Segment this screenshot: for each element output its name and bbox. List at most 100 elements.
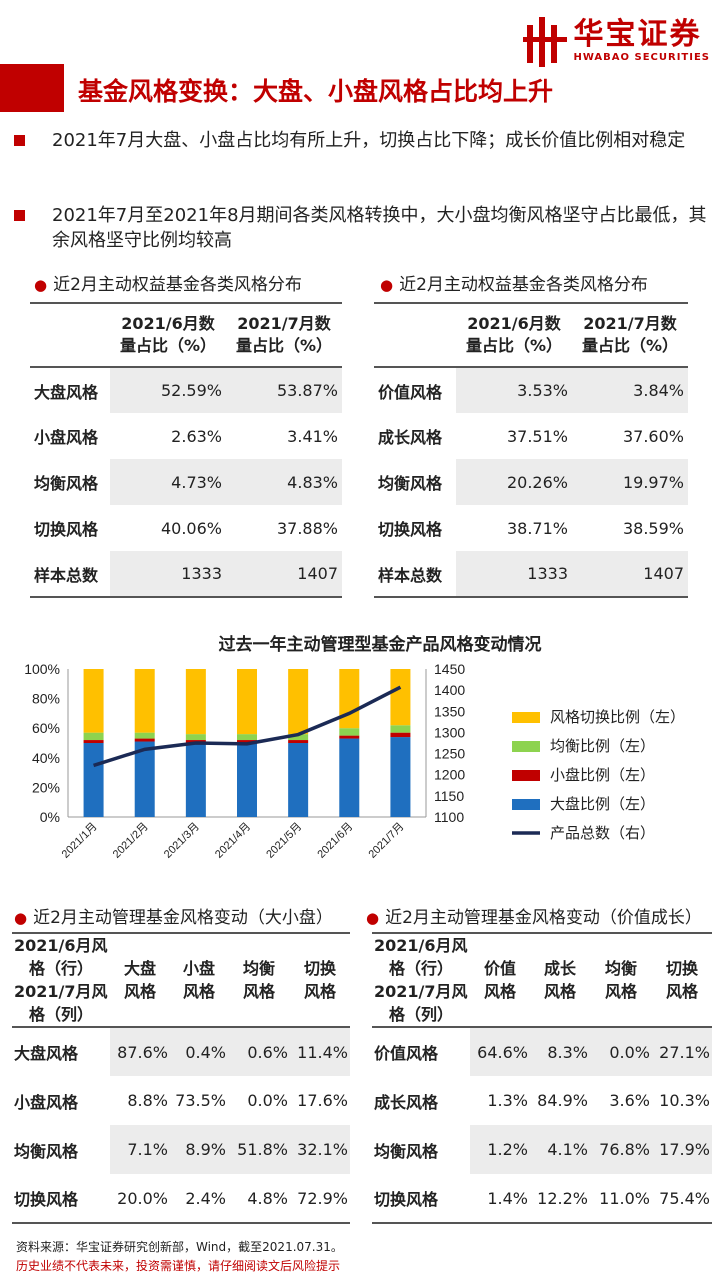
bar-segment xyxy=(288,669,309,735)
bar-segment xyxy=(390,669,411,726)
y-left-tick-label: 80% xyxy=(32,691,60,707)
source-note: 资料来源：华宝证券研究创新部，Wind，截至2021.07.31。 xyxy=(16,1240,343,1254)
legend-swatch xyxy=(512,770,540,781)
table-row: 小盘风格 2.63% 3.41% xyxy=(34,426,338,448)
bar-segment xyxy=(237,743,257,817)
y-right-tick-label: 1300 xyxy=(434,724,465,740)
style-change-chart: 0% 20% 40% 60% 80% 100% 1100 1150 1200 1250 1300 13… xyxy=(24,661,685,861)
bullet-square-icon xyxy=(14,210,25,221)
col-header: 均衡 风格 xyxy=(228,932,290,1028)
bar-segment xyxy=(185,669,206,735)
x-tick-label: 2021/7月 xyxy=(366,821,406,861)
bullet-dot-icon: ● xyxy=(366,909,380,927)
bar-segment xyxy=(237,740,257,743)
table-row: 价值风格 64.6% 8.3% 0.0% 27.1% xyxy=(372,1027,712,1076)
legend-swatch xyxy=(512,799,540,810)
bar-segment xyxy=(288,734,309,741)
y-right-tick-label: 1350 xyxy=(434,703,465,719)
bar-segment xyxy=(390,737,411,817)
table-right-title: ● 近2月主动权益基金各类风格分布 xyxy=(380,275,648,295)
table-row: 切换风格 1.4% 12.2% 11.0% 75.4% xyxy=(372,1174,712,1224)
legend-swatch xyxy=(512,741,540,752)
col-header: 价值 风格 xyxy=(470,932,530,1028)
table-row: 价值风格 3.53% 3.84% xyxy=(374,367,688,413)
col-header: 小盘 风格 xyxy=(170,932,228,1028)
page-title: 基金风格变换：大盘、小盘风格占比均上升 xyxy=(78,77,554,106)
x-tick-label: 2021/2月 xyxy=(111,821,151,861)
table-row: 切换风格 38.71% 38.59% xyxy=(378,518,684,540)
style-transition-matrix-size: 2021/6月风 格（行） 2021/7月风 格（列） 大盘 风格 小盘 风格 均衡 风格 … xyxy=(12,932,350,1224)
matrix-left-title: ● 近2月主动管理基金风格变动（大小盘） xyxy=(14,908,333,928)
legend-label: 大盘比例（左） xyxy=(550,795,655,813)
y-right-tick-label: 1150 xyxy=(434,788,464,804)
col-header: 成长 风格 xyxy=(530,932,590,1028)
table-row: 均衡风格 7.1% 8.9% 51.8% 32.1% xyxy=(12,1125,350,1174)
bullet-dot-icon: ● xyxy=(14,909,28,927)
y-right-tick-label: 1250 xyxy=(434,746,465,762)
hwabao-logo-icon xyxy=(523,17,568,67)
bullet-1: 2021年7月大盘、小盘占比均有所上升，切换占比下降；成长价值比例相对稳定 xyxy=(14,128,714,153)
col-header: 切换 风格 xyxy=(652,932,712,1028)
y-left-tick-label: 60% xyxy=(32,720,60,736)
bar-segment xyxy=(339,728,360,736)
title-bar: 基金风格变换：大盘、小盘风格占比均上升 xyxy=(0,62,720,112)
brand-name-en: HWABAO SECURITIES xyxy=(573,52,710,63)
bullet-dot-icon: ● xyxy=(380,276,394,294)
table-left-title: ● 近2月主动权益基金各类风格分布 xyxy=(34,275,302,295)
bar-segment xyxy=(83,740,104,743)
bullet-dot-icon: ● xyxy=(34,276,48,294)
bar-segment xyxy=(83,743,104,817)
bar-segment xyxy=(134,732,155,739)
col-header: 2021/7月数量占比（%） xyxy=(226,302,342,368)
bullet-text: 2021年7月大盘、小盘占比均有所上升，切换占比下降；成长价值比例相对稳定 xyxy=(52,130,686,151)
bullet-2: 2021年7月至2021年8月期间各类风格转换中，大小盘均衡风格坚守占比最低，其… xyxy=(14,203,714,253)
table-row: 均衡风格 4.73% 4.83% xyxy=(30,459,342,505)
bar-segment xyxy=(237,669,257,735)
col-header: 大盘 风格 xyxy=(110,932,170,1028)
table-row: 切换风格 20.0% 2.4% 4.8% 72.9% xyxy=(12,1174,350,1224)
col-header: 2021/6月数量占比（%） xyxy=(456,302,572,368)
style-transition-matrix-value-growth: 2021/6月风 格（行） 2021/7月风 格（列） 价值 风格 成长 风格 均衡 风格 … xyxy=(372,932,712,1224)
table-row: 成长风格 1.3% 84.9% 3.6% 10.3% xyxy=(374,1091,710,1112)
table-row: 均衡风格 20.26% 19.97% xyxy=(374,459,688,505)
bar-segment xyxy=(390,725,411,733)
y-left-tick-label: 100% xyxy=(24,661,60,677)
total-products-line xyxy=(93,685,402,768)
col-header: 2021/7月数量占比（%） xyxy=(572,302,688,368)
y-left-tick-label: 20% xyxy=(32,779,60,795)
bar-segment xyxy=(288,743,309,817)
bar-segment xyxy=(339,735,360,739)
brand-logo: 华宝证券 HWABAO SECURITIES xyxy=(523,14,710,70)
x-tick-label: 2021/5月 xyxy=(264,821,304,861)
x-tick-label: 2021/3月 xyxy=(162,821,202,861)
bar-segment xyxy=(288,740,309,743)
matrix-corner-label: 2021/6月风 格（行） 2021/7月风 格（列） xyxy=(12,932,110,1028)
bar-segment xyxy=(390,732,411,738)
table-row: 大盘风格 52.59% 53.87% xyxy=(30,367,342,413)
bar-segment xyxy=(185,743,206,817)
table-row: 样本总数 1333 1407 xyxy=(374,551,688,598)
title-accent xyxy=(0,64,64,112)
table-row: 成长风格 37.51% 37.60% xyxy=(378,426,684,448)
table-row: 小盘风格 8.8% 73.5% 0.0% 17.6% xyxy=(14,1091,348,1112)
risk-disclaimer: 历史业绩不代表未来，投资需谨慎，请仔细阅读文后风险提示 xyxy=(16,1259,341,1273)
matrix-corner-label: 2021/6月风 格（行） 2021/7月风 格（列） xyxy=(372,932,470,1028)
col-header: 2021/6月数量占比（%） xyxy=(110,302,226,368)
y-right-tick-label: 1100 xyxy=(434,809,464,825)
legend-label: 风格切换比例（左） xyxy=(550,708,685,726)
footer: 资料来源：华宝证券研究创新部，Wind，截至2021.07.31。 历史业绩不代… xyxy=(16,1238,343,1276)
bullet-text: 2021年7月至2021年8月期间各类风格转换中，大小盘均衡风格坚守占比最低，其… xyxy=(52,205,707,251)
bar-segment xyxy=(83,732,104,741)
table-row: 样本总数 1333 1407 xyxy=(30,551,342,598)
bar-segment xyxy=(339,738,360,817)
col-header: 切换 风格 xyxy=(290,932,350,1028)
style-distribution-table-left: 2021/6月数量占比（%） 2021/7月数量占比（%） 大盘风格 52.59%… xyxy=(30,302,342,598)
legend-label: 均衡比例（左） xyxy=(550,737,655,755)
bar-segment xyxy=(134,741,155,817)
bullet-square-icon xyxy=(14,135,25,146)
x-tick-label: 2021/1月 xyxy=(60,821,100,861)
x-tick-label: 2021/6月 xyxy=(315,821,355,861)
style-distribution-table-right: 2021/6月数量占比（%） 2021/7月数量占比（%） 价值风格 3.53% 3… xyxy=(374,302,688,598)
x-tick-label: 2021/4月 xyxy=(213,821,253,861)
y-right-tick-label: 1450 xyxy=(434,661,465,677)
